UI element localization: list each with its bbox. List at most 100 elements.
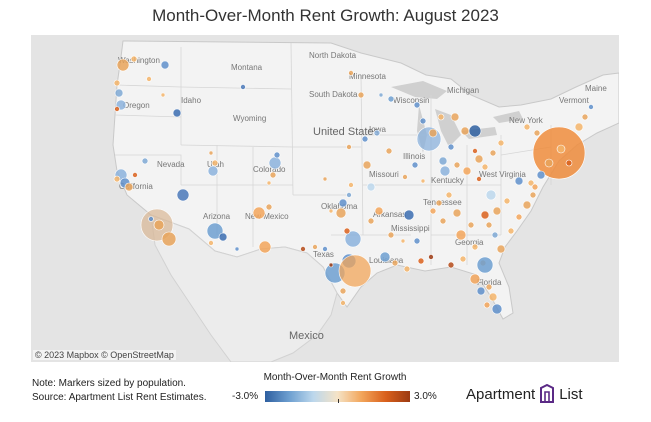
- city-marker[interactable]: [420, 178, 426, 184]
- city-marker[interactable]: [453, 161, 461, 169]
- city-marker[interactable]: [581, 113, 589, 121]
- city-marker[interactable]: [148, 216, 154, 222]
- city-marker[interactable]: [435, 199, 443, 207]
- city-marker[interactable]: [522, 200, 532, 210]
- city-marker[interactable]: [116, 58, 130, 72]
- city-marker[interactable]: [361, 135, 369, 143]
- city-marker[interactable]: [416, 126, 442, 152]
- city-marker[interactable]: [507, 227, 515, 235]
- city-marker[interactable]: [346, 192, 352, 198]
- city-marker[interactable]: [588, 104, 594, 110]
- city-marker[interactable]: [462, 166, 472, 176]
- city-marker[interactable]: [114, 106, 120, 112]
- city-marker[interactable]: [344, 230, 362, 248]
- city-markers[interactable]: [113, 55, 594, 315]
- city-marker[interactable]: [339, 287, 347, 295]
- city-marker[interactable]: [387, 231, 395, 239]
- city-marker[interactable]: [400, 238, 406, 244]
- city-marker[interactable]: [514, 176, 524, 186]
- city-marker[interactable]: [328, 208, 334, 214]
- city-marker[interactable]: [429, 207, 437, 215]
- city-marker[interactable]: [533, 129, 541, 137]
- city-marker[interactable]: [340, 300, 346, 306]
- city-marker[interactable]: [348, 70, 354, 76]
- city-marker[interactable]: [268, 156, 282, 170]
- city-marker[interactable]: [438, 156, 448, 166]
- city-marker[interactable]: [211, 159, 219, 167]
- city-marker[interactable]: [439, 165, 451, 177]
- city-marker[interactable]: [476, 286, 486, 296]
- city-marker[interactable]: [114, 88, 124, 98]
- city-marker[interactable]: [411, 161, 419, 169]
- city-marker[interactable]: [113, 175, 121, 183]
- city-marker[interactable]: [153, 219, 165, 231]
- city-marker[interactable]: [265, 203, 273, 211]
- city-marker[interactable]: [338, 198, 348, 208]
- city-marker[interactable]: [403, 265, 411, 273]
- city-marker[interactable]: [474, 154, 484, 164]
- city-marker[interactable]: [172, 108, 182, 118]
- city-marker[interactable]: [485, 283, 493, 291]
- city-marker[interactable]: [496, 244, 506, 254]
- city-marker[interactable]: [366, 182, 376, 192]
- city-marker[interactable]: [367, 217, 375, 225]
- city-marker[interactable]: [387, 95, 395, 103]
- city-marker[interactable]: [312, 244, 318, 250]
- city-marker[interactable]: [338, 254, 372, 288]
- city-marker[interactable]: [391, 259, 399, 267]
- city-marker[interactable]: [529, 191, 537, 199]
- city-marker[interactable]: [536, 170, 546, 180]
- city-marker[interactable]: [476, 176, 482, 182]
- city-marker[interactable]: [141, 157, 149, 165]
- city-marker[interactable]: [472, 148, 478, 154]
- city-marker[interactable]: [300, 246, 306, 252]
- city-marker[interactable]: [146, 76, 152, 82]
- city-marker[interactable]: [437, 113, 445, 121]
- city-marker[interactable]: [523, 123, 531, 131]
- city-marker[interactable]: [373, 129, 381, 137]
- city-marker[interactable]: [402, 174, 408, 180]
- city-marker[interactable]: [485, 221, 493, 229]
- city-marker[interactable]: [469, 273, 481, 285]
- city-marker[interactable]: [252, 206, 266, 220]
- city-marker[interactable]: [467, 221, 475, 229]
- city-marker[interactable]: [531, 183, 539, 191]
- city-marker[interactable]: [374, 206, 384, 216]
- city-marker[interactable]: [160, 92, 166, 98]
- city-marker[interactable]: [439, 217, 447, 225]
- city-marker[interactable]: [428, 254, 434, 260]
- city-marker[interactable]: [240, 84, 246, 90]
- city-marker[interactable]: [492, 206, 502, 216]
- city-marker[interactable]: [459, 255, 467, 263]
- city-marker[interactable]: [485, 189, 497, 201]
- city-marker[interactable]: [322, 246, 328, 252]
- city-marker[interactable]: [161, 231, 177, 247]
- city-marker[interactable]: [452, 208, 462, 218]
- city-marker[interactable]: [346, 144, 352, 150]
- city-marker[interactable]: [527, 179, 535, 187]
- city-marker[interactable]: [445, 191, 453, 199]
- city-marker[interactable]: [419, 117, 427, 125]
- city-marker[interactable]: [207, 165, 219, 177]
- city-marker[interactable]: [113, 79, 121, 87]
- city-marker[interactable]: [455, 229, 467, 241]
- city-marker[interactable]: [322, 176, 328, 182]
- city-marker[interactable]: [450, 112, 460, 122]
- map-attribution[interactable]: © 2023 Mapbox © OpenStreetMap: [33, 350, 176, 360]
- city-marker[interactable]: [574, 122, 584, 132]
- city-marker[interactable]: [447, 261, 455, 269]
- city-marker[interactable]: [269, 171, 277, 179]
- city-marker[interactable]: [234, 246, 240, 252]
- city-marker[interactable]: [160, 60, 170, 70]
- city-marker[interactable]: [403, 209, 415, 221]
- city-marker[interactable]: [468, 124, 482, 138]
- city-marker[interactable]: [379, 251, 391, 263]
- city-marker[interactable]: [362, 160, 372, 170]
- city-marker[interactable]: [130, 55, 138, 63]
- city-marker[interactable]: [481, 163, 489, 171]
- city-marker[interactable]: [488, 292, 498, 302]
- city-marker[interactable]: [515, 213, 523, 221]
- city-marker[interactable]: [471, 243, 479, 251]
- city-marker[interactable]: [273, 151, 281, 159]
- city-marker[interactable]: [328, 262, 334, 268]
